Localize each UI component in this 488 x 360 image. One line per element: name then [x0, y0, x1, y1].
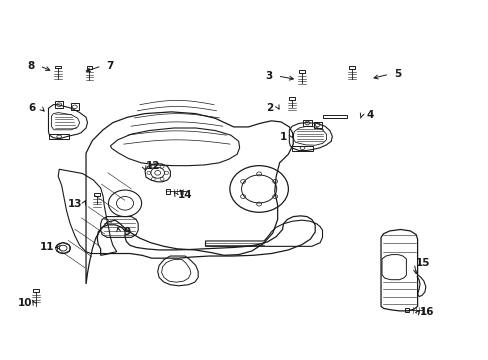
Text: 4: 4	[366, 111, 373, 121]
Text: 9: 9	[123, 227, 131, 237]
Text: 6: 6	[29, 103, 36, 113]
Text: 5: 5	[394, 69, 401, 79]
Text: 16: 16	[419, 307, 434, 316]
Text: 1: 1	[279, 132, 286, 142]
Text: 7: 7	[106, 61, 114, 71]
Text: 13: 13	[67, 199, 82, 210]
Text: 12: 12	[145, 161, 160, 171]
Text: 10: 10	[18, 298, 32, 308]
Text: 11: 11	[40, 242, 54, 252]
Text: 8: 8	[27, 61, 35, 71]
Text: 2: 2	[265, 103, 273, 113]
Text: 14: 14	[177, 190, 192, 200]
Text: 15: 15	[415, 258, 429, 268]
Text: 3: 3	[264, 71, 272, 81]
